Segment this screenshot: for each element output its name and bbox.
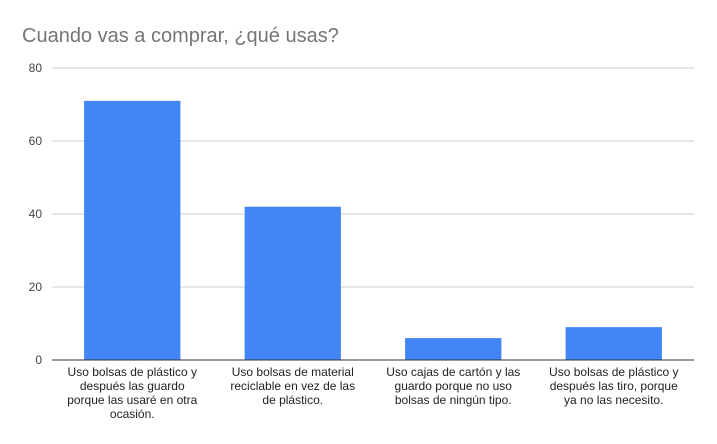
bar [244, 206, 341, 360]
x-tick-label-line: Uso bolsas de plástico y [549, 365, 678, 379]
x-tick-label: Uso bolsas de material reciclable en vez … [230, 365, 355, 407]
bar [84, 100, 181, 360]
x-tick-label: Uso bolsas de plástico y después las tiro… [549, 365, 678, 407]
category-labels: Uso bolsas de plástico y después las guar… [67, 365, 678, 421]
chart-title: Cuando vas a comprar, ¿qué usas? [22, 25, 339, 47]
bars [84, 100, 662, 360]
x-tick-label-line: ocasión. [110, 407, 155, 421]
x-tick-label-line: después las tiro, porque [550, 379, 678, 393]
x-tick-label-line: guardo porque no uso [395, 379, 513, 393]
x-tick-label-line: después las guardo [80, 379, 185, 393]
x-tick-label: Uso bolsas de plástico y después las guar… [67, 365, 197, 421]
y-axis-ticks: 0 20 40 60 80 [29, 61, 43, 367]
x-tick-label-line: Uso cajas de cartón y las [386, 365, 520, 379]
y-tick-label: 20 [29, 280, 43, 294]
x-tick-label-line: bolsas de ningún tipo. [395, 393, 512, 407]
x-tick-label-line: Uso bolsas de plástico y [68, 365, 197, 379]
x-tick-label-line: porque las usaré en otra [67, 393, 197, 407]
bar [565, 327, 662, 360]
bar [405, 338, 502, 360]
x-tick-label-line: de plástico. [262, 393, 323, 407]
x-tick-label: Uso cajas de cartón y las guardo porque n… [386, 365, 520, 407]
y-tick-label: 60 [29, 134, 43, 148]
x-tick-label-line: Uso bolsas de material [232, 365, 354, 379]
x-tick-label-line: ya no las necesito. [564, 393, 663, 407]
x-tick-label-line: reciclable en vez de las [230, 379, 355, 393]
y-tick-label: 40 [29, 207, 43, 221]
y-tick-label: 0 [35, 353, 42, 367]
y-tick-label: 80 [29, 61, 43, 75]
